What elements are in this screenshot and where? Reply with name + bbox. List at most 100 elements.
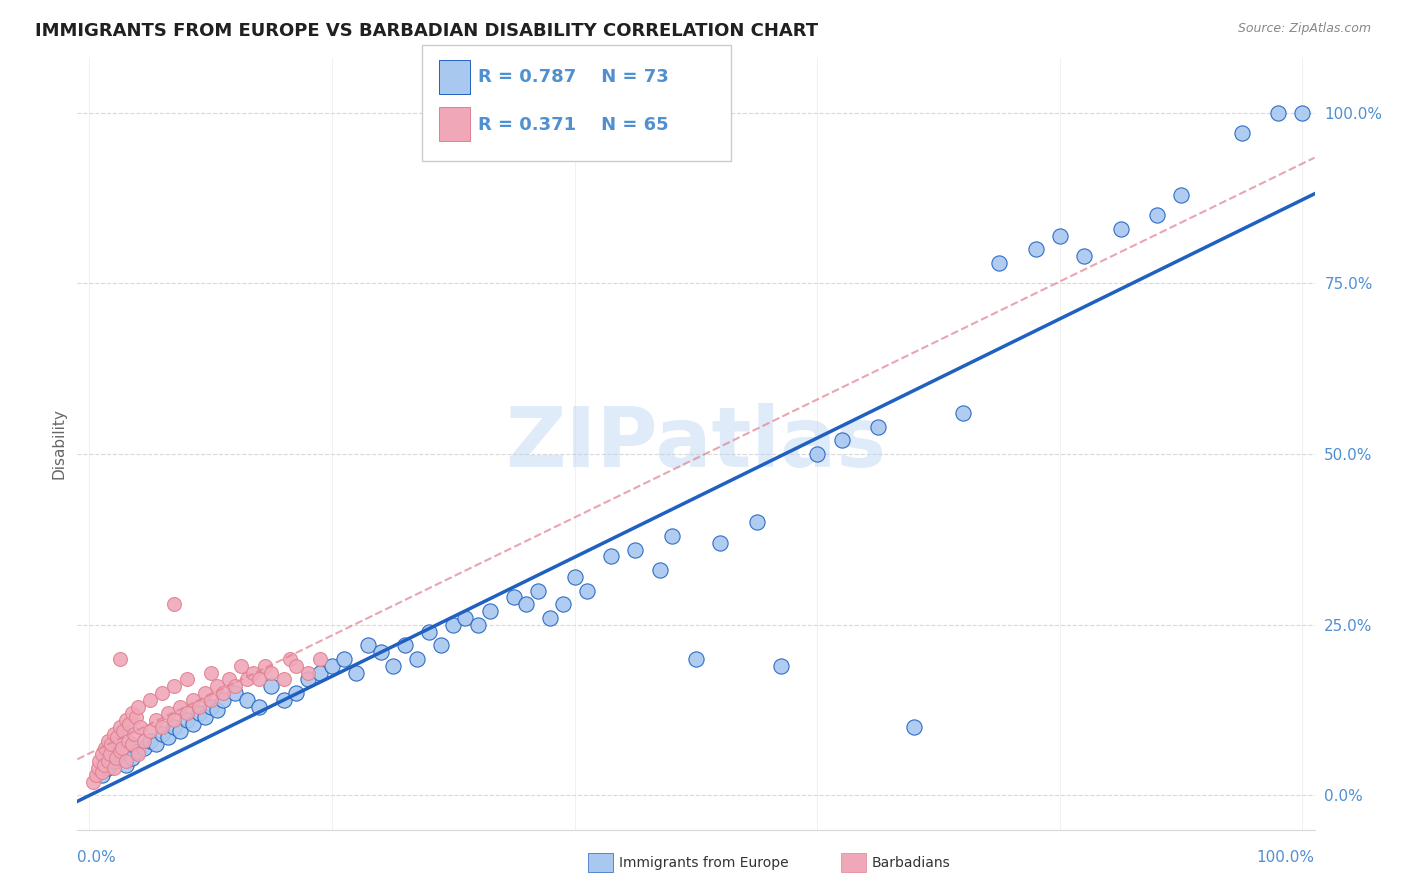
Point	[1109, 221, 1132, 235]
Point	[564, 570, 586, 584]
Point	[515, 597, 537, 611]
Point	[685, 652, 707, 666]
Point	[87, 761, 110, 775]
Point	[139, 693, 162, 707]
Point	[247, 673, 270, 687]
Point	[551, 597, 574, 611]
Point	[236, 693, 259, 707]
Point	[82, 774, 104, 789]
Point	[1146, 208, 1168, 222]
Point	[831, 434, 853, 448]
Point	[866, 419, 889, 434]
Y-axis label: Disability: Disability	[51, 409, 66, 479]
Point	[297, 673, 319, 687]
Point	[224, 679, 246, 693]
Point	[212, 693, 235, 707]
Point	[242, 665, 264, 680]
Point	[187, 706, 209, 721]
Point	[127, 699, 149, 714]
Point	[93, 757, 115, 772]
Point	[218, 673, 240, 687]
Point	[1049, 228, 1071, 243]
Point	[181, 693, 204, 707]
Point	[163, 720, 186, 734]
Text: Immigrants from Europe: Immigrants from Europe	[619, 855, 789, 870]
Point	[139, 723, 162, 738]
Point	[127, 747, 149, 762]
Point	[108, 744, 131, 758]
Point	[406, 652, 429, 666]
Point	[309, 652, 332, 666]
Point	[118, 716, 141, 731]
Point	[661, 529, 683, 543]
Point	[108, 720, 131, 734]
Point	[648, 563, 671, 577]
Point	[103, 727, 125, 741]
Text: 0.0%: 0.0%	[77, 850, 117, 865]
Point	[503, 591, 526, 605]
Point	[89, 754, 111, 768]
Point	[163, 714, 186, 728]
Point	[284, 686, 307, 700]
Point	[624, 542, 647, 557]
Point	[1291, 105, 1313, 120]
Point	[600, 549, 623, 564]
Point	[157, 706, 180, 721]
Point	[169, 699, 191, 714]
Point	[260, 665, 283, 680]
Point	[309, 665, 332, 680]
Point	[108, 747, 131, 762]
Point	[321, 658, 343, 673]
Point	[150, 720, 173, 734]
Point	[132, 733, 155, 747]
Point	[478, 604, 501, 618]
Point	[1267, 105, 1289, 120]
Point	[124, 727, 146, 741]
Point	[121, 737, 143, 751]
Point	[157, 731, 180, 745]
Point	[1230, 126, 1253, 140]
Point	[105, 751, 128, 765]
Point	[394, 638, 416, 652]
Point	[121, 706, 143, 721]
Point	[357, 638, 380, 652]
Text: 100.0%: 100.0%	[1257, 850, 1315, 865]
Point	[988, 256, 1011, 270]
Point	[176, 706, 198, 721]
Point	[575, 583, 598, 598]
Point	[115, 757, 138, 772]
Point	[212, 686, 235, 700]
Point	[100, 737, 122, 751]
Point	[527, 583, 550, 598]
Point	[333, 652, 356, 666]
Point	[273, 693, 295, 707]
Point	[90, 747, 112, 762]
Point	[97, 761, 120, 775]
Point	[105, 731, 128, 745]
Point	[538, 611, 561, 625]
Point	[127, 744, 149, 758]
Point	[370, 645, 392, 659]
Point	[117, 733, 139, 747]
Point	[1025, 242, 1047, 256]
Point	[297, 665, 319, 680]
Point	[454, 611, 477, 625]
Point	[176, 714, 198, 728]
Text: Barbadians: Barbadians	[872, 855, 950, 870]
Point	[381, 658, 404, 673]
Point	[90, 768, 112, 782]
Point	[467, 617, 489, 632]
Text: R = 0.371    N = 65: R = 0.371 N = 65	[478, 116, 669, 134]
Point	[273, 673, 295, 687]
Point	[115, 754, 138, 768]
Text: R = 0.787    N = 73: R = 0.787 N = 73	[478, 68, 669, 86]
Point	[1073, 249, 1095, 263]
Point	[90, 764, 112, 779]
Point	[344, 665, 367, 680]
Point	[952, 406, 974, 420]
Point	[98, 747, 121, 762]
Point	[103, 754, 125, 768]
Point	[200, 665, 222, 680]
Point	[103, 761, 125, 775]
Text: ZIPatlas: ZIPatlas	[506, 403, 886, 484]
